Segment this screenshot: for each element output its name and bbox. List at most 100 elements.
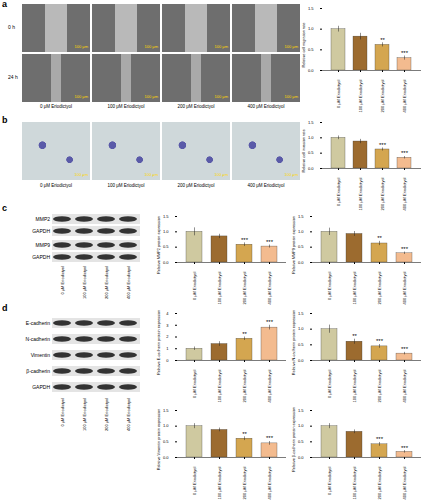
svg-text:200 μM Eriodictyol: 200 μM Eriodictyol: [104, 266, 109, 299]
svg-text:Relative MMP9 protein expressi: Relative MMP9 protein expression: [292, 216, 296, 274]
svg-text:400 μM Eriodictyol: 400 μM Eriodictyol: [402, 79, 407, 112]
svg-text:200 μM Eriodictyol: 200 μM Eriodictyol: [242, 466, 247, 499]
svg-text:0 μM Eriodictyol: 0 μM Eriodictyol: [192, 271, 197, 300]
svg-text:0 μM Eriodictyol: 0 μM Eriodictyol: [60, 398, 65, 427]
svg-text:***: ***: [401, 246, 409, 252]
svg-text:0 μM Eriodictyol: 0 μM Eriodictyol: [336, 177, 341, 206]
svg-text:**: **: [380, 37, 385, 43]
svg-text:Relative Vimentin protein expr: Relative Vimentin protein expression: [157, 409, 161, 471]
svg-text:1.5: 1.5: [298, 311, 304, 316]
svg-text:E-cadherin: E-cadherin: [26, 320, 50, 326]
svg-text:0 μM Eriodictyol: 0 μM Eriodictyol: [327, 369, 332, 398]
svg-text:MMP2: MMP2: [36, 216, 51, 222]
svg-text:Relative MMP2 protein expressi: Relative MMP2 protein expression: [157, 216, 161, 274]
svg-text:0.5: 0.5: [298, 342, 304, 347]
svg-text:1: 1: [166, 346, 169, 351]
svg-text:0.0: 0.0: [308, 68, 314, 73]
svg-text:***: ***: [241, 237, 249, 243]
svg-text:***: ***: [401, 50, 409, 56]
svg-text:200 μM Eriodictyol: 200 μM Eriodictyol: [104, 398, 109, 431]
svg-text:1.0: 1.0: [163, 423, 169, 428]
svg-text:Relative cell migration rate: Relative cell migration rate: [302, 23, 306, 68]
svg-text:***: ***: [266, 239, 274, 245]
svg-text:0.5: 0.5: [308, 150, 314, 155]
svg-text:1.5: 1.5: [298, 408, 304, 413]
svg-text:200 μM Eriodictyol: 200 μM Eriodictyol: [377, 369, 382, 402]
svg-text:1.5: 1.5: [308, 6, 314, 11]
svg-text:0.0: 0.0: [163, 455, 169, 460]
svg-text:200 μM Eriodictyol: 200 μM Eriodictyol: [380, 79, 385, 112]
svg-text:200 μM Eriodictyol: 200 μM Eriodictyol: [242, 271, 247, 304]
svg-text:100 μM Eriodictyol: 100 μM Eriodictyol: [352, 466, 357, 499]
svg-text:4: 4: [166, 311, 169, 316]
svg-text:0 μM Eriodictyol: 0 μM Eriodictyol: [192, 369, 197, 398]
svg-text:0 μM Eriodictyol: 0 μM Eriodictyol: [327, 466, 332, 495]
svg-text:0 μM Eriodictyol: 0 μM Eriodictyol: [192, 466, 197, 495]
svg-text:400 μM Eriodictyol: 400 μM Eriodictyol: [402, 177, 407, 210]
svg-text:1.5: 1.5: [163, 408, 169, 413]
svg-text:0 μM Eriodictyol: 0 μM Eriodictyol: [336, 79, 341, 108]
svg-text:***: ***: [401, 150, 409, 156]
svg-text:400 μM Eriodictyol: 400 μM Eriodictyol: [402, 466, 407, 499]
svg-text:400 μM Eriodictyol: 400 μM Eriodictyol: [126, 398, 131, 431]
svg-text:1.5: 1.5: [163, 214, 169, 219]
svg-text:0.0: 0.0: [298, 455, 304, 460]
svg-text:0.5: 0.5: [298, 244, 304, 249]
svg-text:GAPDH: GAPDH: [32, 384, 50, 390]
svg-text:***: ***: [376, 436, 384, 442]
svg-text:1.5: 1.5: [308, 120, 314, 125]
svg-text:0 μM Eriodictyol: 0 μM Eriodictyol: [327, 271, 332, 300]
svg-text:1.0: 1.0: [298, 326, 304, 331]
svg-text:100 μM Eriodictyol: 100 μM Eriodictyol: [358, 79, 363, 112]
svg-text:400 μM Eriodictyol: 400 μM Eriodictyol: [126, 266, 131, 299]
svg-text:β-cadherin: β-cadherin: [26, 368, 50, 374]
svg-text:400 μM Eriodictyol: 400 μM Eriodictyol: [402, 271, 407, 304]
svg-text:***: ***: [376, 338, 384, 344]
svg-text:0: 0: [166, 358, 169, 363]
svg-text:1.5: 1.5: [298, 214, 304, 219]
svg-text:**: **: [242, 431, 247, 437]
svg-text:100 μM Eriodictyol: 100 μM Eriodictyol: [82, 398, 87, 431]
svg-text:1.0: 1.0: [163, 229, 169, 234]
svg-text:1.0: 1.0: [298, 423, 304, 428]
svg-text:0 μM Eriodictyol: 0 μM Eriodictyol: [60, 266, 65, 295]
svg-text:100 μM Eriodictyol: 100 μM Eriodictyol: [217, 369, 222, 402]
svg-text:0.0: 0.0: [163, 260, 169, 265]
svg-text:Relative E-cadherin protein ex: Relative E-cadherin protein expression: [157, 310, 161, 375]
svg-text:***: ***: [401, 346, 409, 352]
svg-text:100 μM Eriodictyol: 100 μM Eriodictyol: [358, 177, 363, 210]
svg-text:2: 2: [166, 334, 169, 339]
svg-text:100 μM Eriodictyol: 100 μM Eriodictyol: [82, 266, 87, 299]
svg-text:***: ***: [266, 319, 274, 325]
svg-text:GAPDH: GAPDH: [32, 254, 50, 260]
svg-text:100 μM Eriodictyol: 100 μM Eriodictyol: [352, 369, 357, 402]
svg-text:MMP9: MMP9: [36, 242, 51, 248]
svg-text:***: ***: [379, 142, 387, 148]
svg-text:200 μM Eriodictyol: 200 μM Eriodictyol: [380, 177, 385, 210]
svg-text:**: **: [377, 235, 382, 241]
svg-text:**: **: [242, 331, 247, 337]
svg-text:GAPDH: GAPDH: [32, 228, 50, 234]
svg-text:400 μM Eriodictyol: 400 μM Eriodictyol: [402, 369, 407, 402]
svg-text:1.0: 1.0: [308, 26, 314, 31]
svg-text:3: 3: [166, 323, 169, 328]
svg-text:***: ***: [401, 445, 409, 451]
svg-text:100 μM Eriodictyol: 100 μM Eriodictyol: [352, 271, 357, 304]
svg-text:Relative β-cadherin protein ex: Relative β-cadherin protein expression: [292, 407, 296, 472]
svg-text:400 μM Eriodictyol: 400 μM Eriodictyol: [267, 369, 272, 402]
svg-text:0.0: 0.0: [308, 166, 314, 171]
svg-text:Vimentin: Vimentin: [31, 352, 51, 358]
svg-text:Relative N-cadherin protein ex: Relative N-cadherin protein expression: [292, 310, 296, 375]
svg-text:N-cadherin: N-cadherin: [26, 336, 51, 342]
svg-text:***: ***: [266, 435, 274, 441]
svg-text:200 μM Eriodictyol: 200 μM Eriodictyol: [377, 271, 382, 304]
svg-text:1.0: 1.0: [298, 229, 304, 234]
svg-text:400 μM Eriodictyol: 400 μM Eriodictyol: [267, 271, 272, 304]
svg-text:0.5: 0.5: [308, 47, 314, 52]
svg-text:Relative cell invasion rate: Relative cell invasion rate: [302, 129, 306, 172]
svg-text:100 μM Eriodictyol: 100 μM Eriodictyol: [217, 466, 222, 499]
svg-text:1.0: 1.0: [308, 135, 314, 140]
svg-text:200 μM Eriodictyol: 200 μM Eriodictyol: [377, 466, 382, 499]
svg-text:0.5: 0.5: [163, 439, 169, 444]
svg-text:100 μM Eriodictyol: 100 μM Eriodictyol: [217, 271, 222, 304]
